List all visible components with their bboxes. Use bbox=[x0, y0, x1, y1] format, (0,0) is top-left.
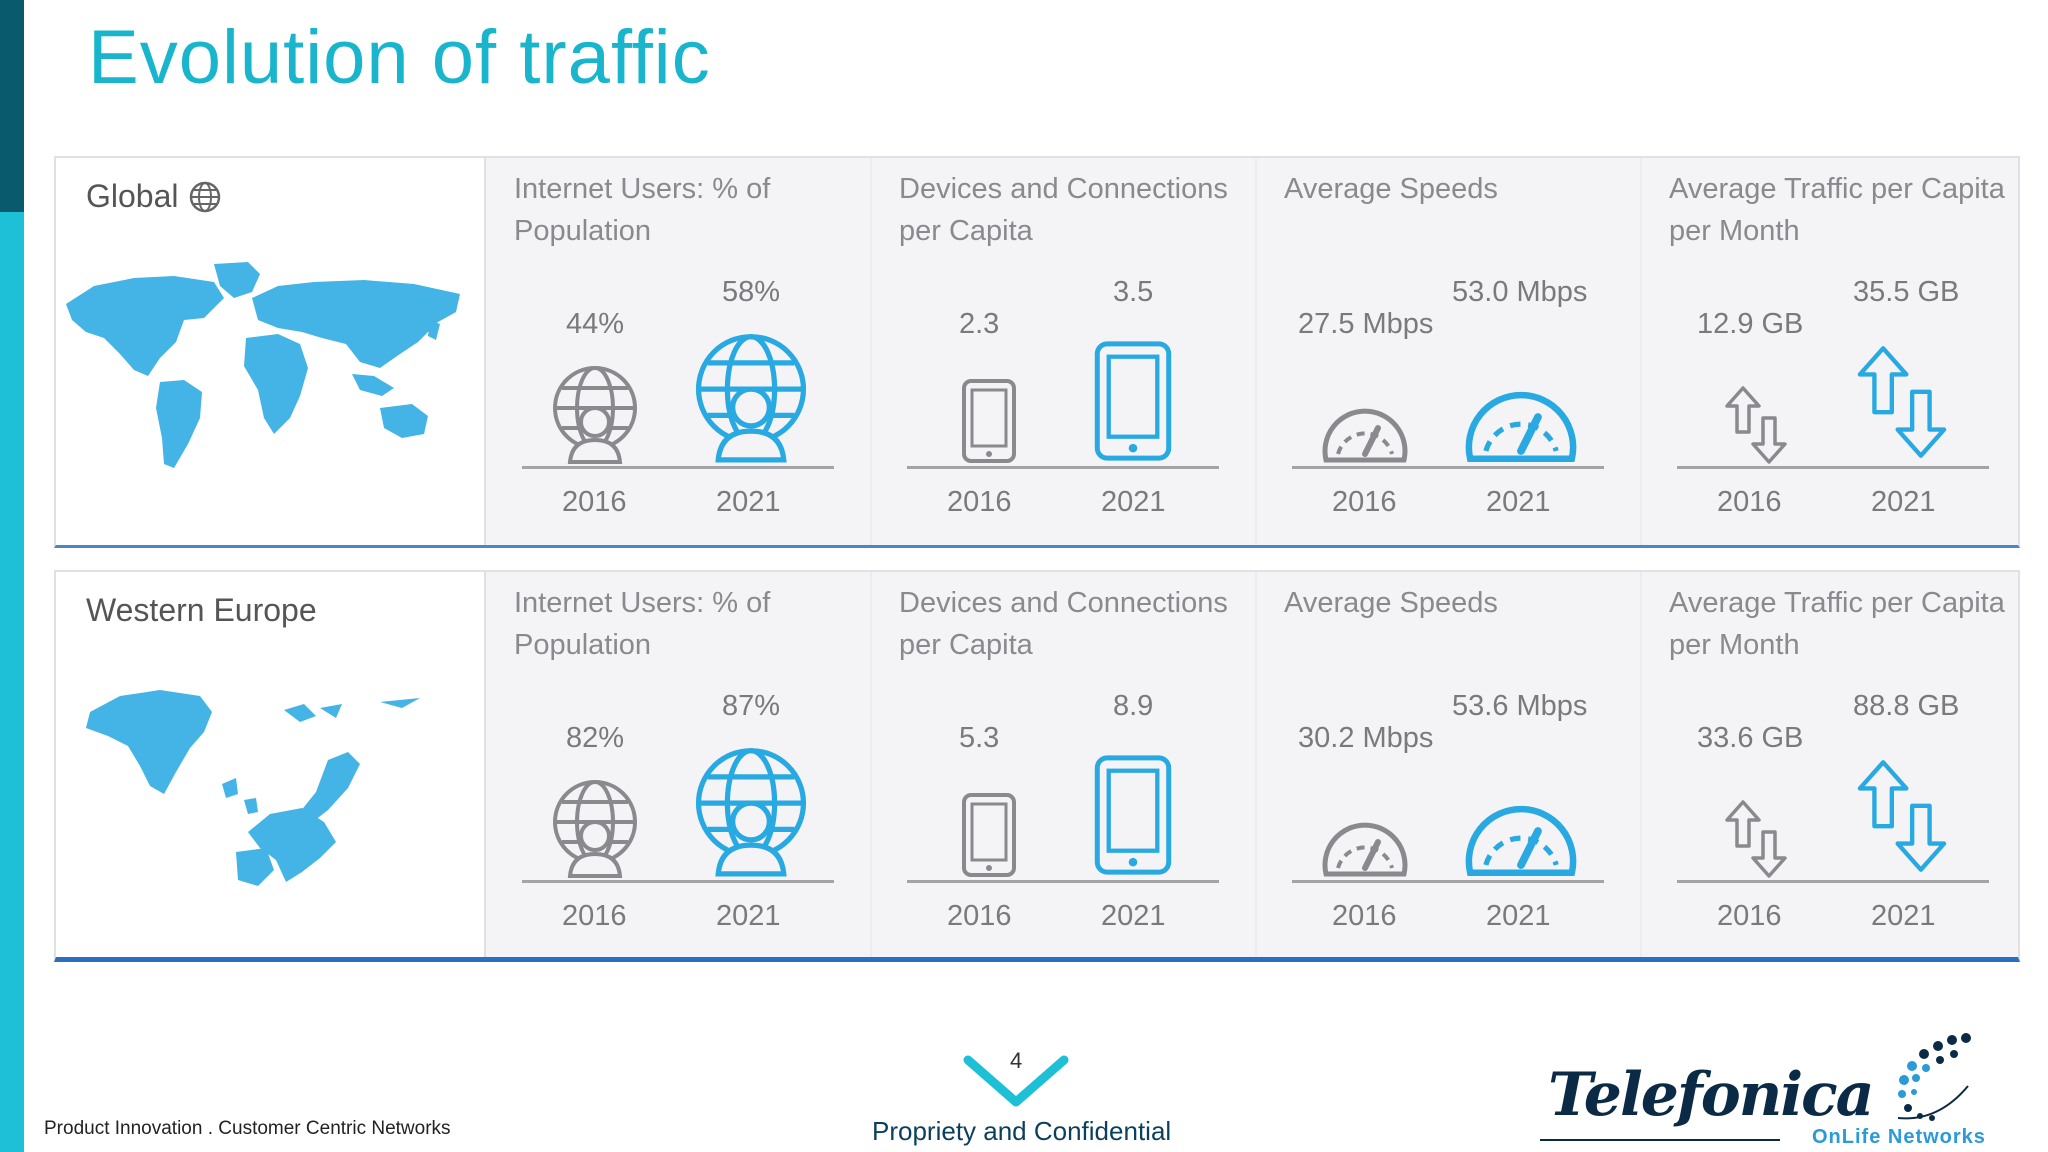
global-panel: Global Internet Users: % of Population 4… bbox=[54, 156, 2020, 548]
metric-internet-users: Internet Users: % of Population 44% 58% … bbox=[486, 158, 872, 545]
baseline bbox=[522, 466, 834, 469]
metric-title: Average Speeds bbox=[1284, 587, 1498, 619]
year-2021: 2021 bbox=[1101, 900, 1166, 932]
year-2021: 2021 bbox=[716, 486, 781, 518]
year-2016: 2016 bbox=[1332, 900, 1397, 932]
metric-average-traffic: Average Traffic per Capita per Month 33.… bbox=[1641, 572, 2025, 957]
value-2016: 2.3 bbox=[959, 308, 1000, 340]
onlife-logo-icon bbox=[1897, 1033, 1971, 1121]
value-2021: 88.8 GB bbox=[1853, 690, 1960, 722]
traffic-arrows-icon bbox=[1857, 760, 1947, 872]
metric-average-speeds: Average Speeds 27.5 Mbps 53.0 Mbps 2016 … bbox=[1256, 158, 1642, 545]
slide-title: Evolution of traffic bbox=[88, 15, 711, 100]
year-2016: 2016 bbox=[562, 900, 627, 932]
metric-average-speeds: Average Speeds 30.2 Mbps 53.6 Mbps 2016 … bbox=[1256, 572, 1642, 957]
tablet-icon bbox=[962, 793, 1016, 877]
metric-average-traffic: Average Traffic per Capita per Month 12.… bbox=[1641, 158, 2025, 545]
region-column: Global bbox=[56, 158, 486, 545]
value-2016: 12.9 GB bbox=[1697, 308, 1804, 340]
year-2021: 2021 bbox=[1101, 486, 1166, 518]
year-2016: 2016 bbox=[562, 486, 627, 518]
speedometer-icon bbox=[1322, 408, 1408, 463]
value-2021: 58% bbox=[722, 276, 781, 308]
page-number: 4 bbox=[1010, 1048, 1023, 1073]
telefonica-logo-underline bbox=[1540, 1139, 1780, 1141]
globe-user-icon bbox=[695, 334, 807, 463]
world-map bbox=[66, 262, 460, 468]
year-2016: 2016 bbox=[1332, 486, 1397, 518]
year-2021: 2021 bbox=[716, 900, 781, 932]
globe-user-icon bbox=[553, 366, 637, 464]
baseline bbox=[1677, 880, 1989, 883]
year-2016: 2016 bbox=[947, 900, 1012, 932]
region-name: Western Europe bbox=[86, 592, 317, 628]
metric-title: Average Traffic per Capita per Month bbox=[1669, 173, 2005, 247]
speedometer-icon bbox=[1322, 822, 1408, 877]
baseline bbox=[907, 466, 1219, 469]
year-2021: 2021 bbox=[1486, 900, 1551, 932]
metric-title: Internet Users: % of Population bbox=[514, 173, 771, 247]
baseline bbox=[522, 880, 834, 883]
value-2021: 53.0 Mbps bbox=[1452, 276, 1588, 308]
chevron-down-icon bbox=[963, 1055, 1069, 1107]
traffic-arrows-icon bbox=[1857, 346, 1947, 458]
metric-devices: Devices and Connections per Capita 2.3 3… bbox=[871, 158, 1257, 545]
tablet-icon bbox=[962, 379, 1016, 463]
region-name: Global bbox=[86, 178, 179, 214]
left-accent-bar-top bbox=[0, 0, 24, 212]
metric-title: Devices and Connections per Capita bbox=[899, 173, 1228, 247]
traffic-arrows-icon bbox=[1725, 386, 1787, 464]
value-2021: 53.6 Mbps bbox=[1452, 690, 1588, 722]
baseline bbox=[1292, 880, 1604, 883]
value-2021: 87% bbox=[722, 690, 781, 722]
metric-title: Devices and Connections per Capita bbox=[899, 587, 1228, 661]
baseline bbox=[907, 880, 1219, 883]
year-2016: 2016 bbox=[947, 486, 1012, 518]
metric-devices: Devices and Connections per Capita 5.3 8… bbox=[871, 572, 1257, 957]
tablet-icon bbox=[1094, 755, 1172, 875]
value-2021: 35.5 GB bbox=[1853, 276, 1960, 308]
telefonica-logo: Telefonica bbox=[1548, 1060, 1875, 1130]
traffic-arrows-icon bbox=[1725, 800, 1787, 878]
western-europe-panel: Western Europe Internet Users: % of Popu… bbox=[54, 570, 2020, 962]
onlife-logo-text: OnLife Networks bbox=[1812, 1126, 1986, 1148]
metric-internet-users: Internet Users: % of Population 82% 87% … bbox=[486, 572, 872, 957]
value-2016: 33.6 GB bbox=[1697, 722, 1804, 754]
year-2021: 2021 bbox=[1486, 486, 1551, 518]
speedometer-icon bbox=[1465, 805, 1577, 877]
baseline bbox=[1292, 466, 1604, 469]
globe-user-icon bbox=[553, 780, 637, 878]
value-2016: 44% bbox=[566, 308, 625, 340]
metric-title: Average Speeds bbox=[1284, 173, 1498, 205]
value-2016: 30.2 Mbps bbox=[1298, 722, 1434, 754]
year-2021: 2021 bbox=[1871, 486, 1936, 518]
metric-title: Internet Users: % of Population bbox=[514, 587, 771, 661]
value-2016: 27.5 Mbps bbox=[1298, 308, 1434, 340]
tablet-icon bbox=[1094, 341, 1172, 461]
footer-center-text: Propriety and Confidential bbox=[872, 1116, 1172, 1146]
footer-left-text: Product Innovation . Customer Centric Ne… bbox=[44, 1118, 451, 1139]
year-2021: 2021 bbox=[1871, 900, 1936, 932]
value-2016: 82% bbox=[566, 722, 625, 754]
baseline bbox=[1677, 466, 1989, 469]
globe-user-icon bbox=[695, 748, 807, 877]
region-column: Western Europe bbox=[56, 572, 486, 957]
value-2021: 3.5 bbox=[1113, 276, 1154, 308]
year-2016: 2016 bbox=[1717, 900, 1782, 932]
metric-title: Average Traffic per Capita per Month bbox=[1669, 587, 2005, 661]
year-2016: 2016 bbox=[1717, 486, 1782, 518]
europe-map bbox=[86, 690, 420, 886]
value-2021: 8.9 bbox=[1113, 690, 1154, 722]
value-2016: 5.3 bbox=[959, 722, 1000, 754]
globe-icon bbox=[189, 181, 221, 213]
speedometer-icon bbox=[1465, 391, 1577, 463]
